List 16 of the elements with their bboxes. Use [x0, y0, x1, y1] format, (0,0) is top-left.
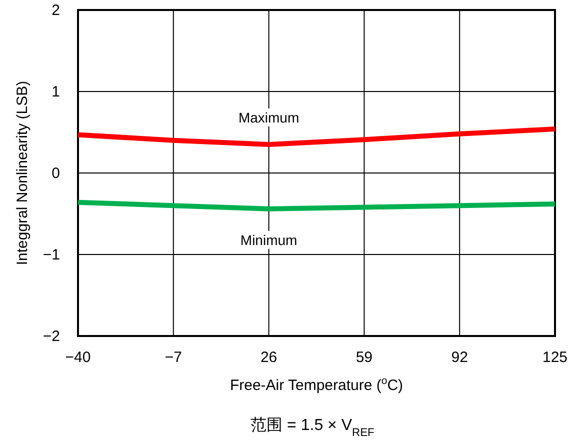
- text: 范围 = 1.5 × V$_{REF}$: [250, 416, 375, 439]
- x-tick-label: −7: [164, 349, 182, 366]
- x-axis-title: Free-Air Temperature ($^{o}$C): [230, 375, 404, 394]
- x-tick-label: −40: [65, 349, 91, 366]
- x-tick-label: 92: [451, 349, 468, 366]
- series-label: Maximum: [238, 109, 300, 126]
- x-tick-label: 59: [356, 349, 373, 366]
- series-label: Minimum: [240, 232, 298, 248]
- y-tick-label: 2: [52, 2, 60, 19]
- x-tick-label: 125: [542, 349, 568, 366]
- x-tick-label: 26: [260, 349, 278, 366]
- y-tick-label: 1: [52, 84, 60, 100]
- y-tick-label: −1: [42, 246, 60, 264]
- y-axis-title: Integgral Nonlinearity (LSB): [14, 80, 31, 266]
- y-tick-label: −2: [42, 328, 60, 345]
- y-tick-label: 0: [52, 165, 60, 182]
